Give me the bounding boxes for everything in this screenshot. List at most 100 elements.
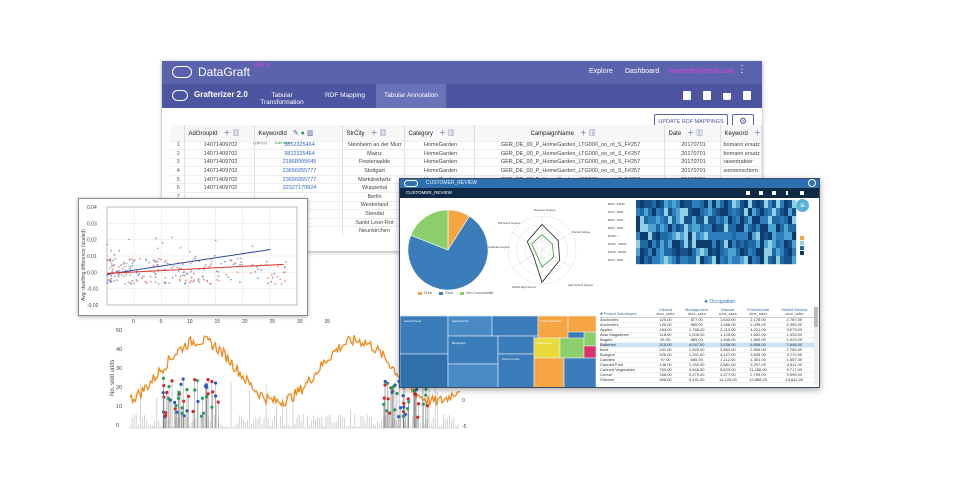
table-scrollbar[interactable] — [814, 307, 818, 385]
event-marker — [167, 384, 171, 389]
table-cell[interactable]: 21868995645 — [254, 157, 343, 167]
row-number: 3 — [170, 157, 185, 167]
pivot-row[interactable]: Canned Vegetables 750.00 4,466.00 8,623.00 1… — [600, 367, 814, 373]
scatter-point — [157, 258, 160, 260]
table-row[interactable]: 2 14071409702 3812325464 Mainz HomeGarden GER… — [170, 149, 762, 159]
save-icon[interactable] — [683, 91, 691, 100]
value-cell: 241.00 — [652, 347, 680, 353]
user-email[interactable]: example@email.com — [669, 68, 735, 75]
legend-food: Food — [445, 291, 454, 295]
column-header-strcity[interactable]: StrCity ＋ ▥ — [342, 125, 405, 141]
pivot-row[interactable]: Anchovies 135.00 589.00 1,488.00 2,439.00 2,0… — [600, 322, 814, 328]
product-subcategory-header[interactable]: ✚ Product Subcategory — [600, 312, 652, 318]
pivot-row[interactable]: Cereal 168.00 2,279.00 3,477.00 2,799.00 3,99… — [600, 372, 814, 378]
scatter-point — [239, 257, 242, 260]
scatter-point — [280, 283, 283, 285]
nav-explore[interactable]: Explore — [589, 68, 613, 75]
occupation-management[interactable]: Management — [685, 307, 709, 312]
column-header-date[interactable]: Date ＋ ▥ — [664, 125, 721, 141]
delete-icon[interactable] — [743, 91, 751, 100]
table-cell[interactable]: 3812325464 — [254, 140, 343, 150]
tab-tabular-annotation[interactable]: Tabular Annotation — [376, 84, 446, 108]
menu-fab-button[interactable]: ≡ — [796, 199, 809, 212]
heatmap-cell — [636, 208, 641, 217]
radar-spoke — [512, 249, 543, 268]
scrollbar-thumb[interactable] — [814, 307, 818, 327]
column-actions-icon[interactable]: ＋ ▥ — [223, 129, 240, 137]
occupation-professional[interactable]: Professional — [747, 307, 770, 312]
column-actions-icon[interactable]: ＋ ▥ — [438, 129, 455, 137]
table-cell[interactable]: 32327170824 — [254, 183, 343, 193]
event-marker — [407, 400, 411, 404]
table-cell[interactable]: 23656055777 — [254, 174, 343, 184]
more-menu-icon[interactable]: ⋮ — [737, 64, 747, 75]
scatter-point — [112, 259, 114, 262]
table-cell[interactable]: 23656055777 — [254, 166, 343, 176]
heatmap-cell — [636, 224, 641, 233]
table-cell[interactable]: 3812325464 — [254, 149, 343, 159]
heatmap-cell — [664, 208, 669, 217]
table-row[interactable]: 1 14071409702 3812325464 Steinheim an der M… — [170, 140, 762, 150]
subcategory-cell: Auto Magazines — [600, 332, 652, 338]
occupation-header[interactable]: ✚ Occupation — [704, 299, 735, 305]
table-cell[interactable] — [254, 192, 343, 202]
pivot-row[interactable]: Canned Fruit 148.00 1,152.00 2,881.00 3,297.… — [600, 362, 814, 368]
column-actions-icon[interactable]: ＋ ▥ — [579, 129, 596, 137]
pivot-row[interactable]: Cheese 468.00 5,491.00 14,126.00 12,888.00 13… — [600, 377, 814, 383]
heatmap-cell — [688, 208, 693, 217]
scatter-point — [236, 271, 239, 273]
download-icon[interactable] — [723, 93, 731, 100]
close-icon[interactable] — [808, 179, 816, 187]
tab-rdf-mapping[interactable]: RDF Mapping — [324, 92, 366, 99]
column-header-adgroupid[interactable]: AdGroupId ＋ ▥ — [184, 125, 255, 141]
dashboard-tab[interactable]: CUSTOMER_REVIEW — [406, 190, 452, 195]
event-marker — [383, 379, 387, 384]
more-icon[interactable] — [786, 191, 788, 195]
pivot-row[interactable]: Candles 97.00 665.00 1,112.00 1,351.00 1,657.… — [600, 357, 814, 363]
column-actions-icon[interactable]: ＋ ▥ — [370, 129, 387, 137]
table-row[interactable]: 3 14071409702 21868995645 Finsterwalde HomeG… — [170, 157, 762, 167]
pivot-row[interactable]: Bologna 226.00 1,291.00 4,127.00 5,505.00 3,7… — [600, 352, 814, 358]
table-cell: 14071409702 — [184, 140, 255, 150]
value-cell: 1,788.00 — [679, 327, 715, 333]
value-cell: 1,488.00 — [714, 322, 742, 328]
occupation-skilled-manual[interactable]: Skilled Manual — [781, 307, 808, 312]
column-actions-icon[interactable]: ＋ — [753, 129, 761, 137]
pivot-row[interactable]: Auto Magazines 118.00 1,006.00 1,125.00 1,65… — [600, 332, 814, 338]
column-actions-icon[interactable]: ＋ ▥ — [687, 129, 704, 137]
pivot-row[interactable]: Batteries 315.00 4,047.00 3,636.00 6,858.00 7… — [600, 342, 814, 348]
copy-icon[interactable] — [703, 91, 711, 100]
export-icon[interactable] — [746, 191, 750, 195]
table-row[interactable]: 4 14071409702 23656055777 Stuttgart HomeGard… — [170, 166, 762, 176]
nav-dashboard[interactable]: Dashboard — [625, 68, 660, 75]
expand-icon[interactable] — [800, 191, 804, 195]
refresh-icon[interactable] — [772, 191, 776, 195]
column-header-keywordid[interactable]: KeywordId ✎ ● ▥ — [254, 125, 343, 141]
copy-icon[interactable] — [759, 191, 763, 195]
column-header-category[interactable]: Category ＋ ▥ — [404, 125, 475, 141]
occupation-manual[interactable]: Manual — [721, 307, 735, 312]
table-cell — [184, 192, 255, 202]
value-cell: 226.00 — [652, 352, 680, 358]
scatter-point — [129, 281, 132, 284]
heatmap-cell — [672, 256, 677, 265]
scatter-point — [177, 270, 180, 273]
pivot-row[interactable]: Beef 241.00 1,520.00 2,853.00 2,569.00 2,769.… — [600, 347, 814, 353]
event-marker — [395, 391, 399, 396]
heatmap-cell — [716, 248, 721, 257]
pivot-row[interactable]: Bagels 81.00 889.00 1,546.00 1,860.00 1,929.0… — [600, 337, 814, 343]
y-tick-label: 40 — [116, 347, 122, 353]
heatmap-cell — [740, 224, 745, 233]
pivot-row[interactable]: Anchovies 125.00 877.00 1,642.00 2,178.00 2,7… — [600, 317, 814, 323]
column-header-keyword[interactable]: Keyword ＋ — [720, 125, 762, 141]
edit-annotation-icon[interactable]: ✎ ● ▥ — [292, 129, 314, 137]
heatmap-cell — [752, 224, 757, 233]
scatter-point — [154, 276, 157, 279]
scatter-point — [154, 273, 157, 276]
occupation-clerical[interactable]: Clerical — [658, 307, 673, 312]
heatmap-cell — [664, 200, 669, 209]
column-header-campaignname[interactable]: CampaignName ＋ ▥ — [474, 125, 665, 141]
tab-tabular-transformation[interactable]: Tabular Transformation — [260, 92, 304, 106]
pivot-row[interactable]: Apples 184.00 1,788.00 2,213.00 4,021.00 3,07… — [600, 327, 814, 333]
heatmap-cell — [648, 256, 653, 265]
